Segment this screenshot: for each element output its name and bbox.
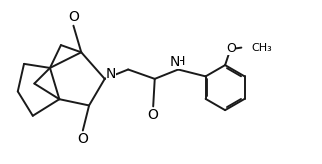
Text: O: O — [77, 132, 88, 146]
Text: O: O — [147, 108, 158, 122]
Text: CH₃: CH₃ — [252, 43, 272, 53]
Text: O: O — [68, 10, 79, 24]
Text: O: O — [226, 41, 236, 55]
Text: N: N — [106, 67, 116, 81]
Text: H: H — [176, 55, 185, 68]
Text: N: N — [170, 55, 180, 69]
